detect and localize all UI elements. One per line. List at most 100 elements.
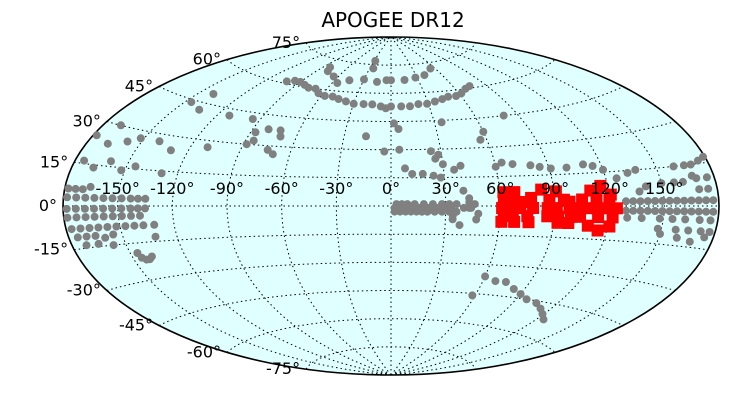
- data-point-circle: [157, 169, 166, 178]
- data-point-circle: [423, 99, 432, 108]
- data-point-circle: [203, 143, 212, 152]
- data-point-circle: [426, 147, 435, 156]
- latitude-tick-label: 45°: [125, 77, 153, 96]
- data-point-circle: [588, 162, 597, 170]
- data-point-circle: [434, 150, 443, 159]
- data-point-circle: [508, 160, 517, 169]
- data-point-circle: [452, 200, 461, 209]
- parallel-gridline: [74, 233, 708, 251]
- data-point-circle: [130, 221, 139, 230]
- data-point-circle: [71, 184, 80, 193]
- data-point-circle: [481, 272, 490, 281]
- data-point-circle: [410, 200, 419, 209]
- longitude-tick-label: 30°: [432, 179, 460, 198]
- data-point-circle: [445, 200, 454, 209]
- data-point-circle: [658, 207, 667, 216]
- data-point-circle: [408, 170, 417, 178]
- data-point-circle: [539, 315, 548, 324]
- data-point-circle: [268, 150, 277, 159]
- data-point-circle: [78, 185, 87, 194]
- data-point-circle: [694, 196, 703, 205]
- data-point-circle: [359, 100, 368, 109]
- data-point-circle: [371, 56, 380, 65]
- data-point-circle: [622, 206, 630, 215]
- data-point-circle: [699, 152, 707, 161]
- data-point-circle: [709, 207, 718, 216]
- data-point-circle: [636, 197, 645, 206]
- longitude-tick-label: 150°: [645, 179, 684, 198]
- longitude-tick-label: 120°: [590, 179, 629, 198]
- data-point-circle: [123, 137, 132, 146]
- data-point-circle: [680, 196, 689, 205]
- data-point-square: [590, 191, 603, 204]
- data-point-circle: [704, 184, 713, 193]
- data-point-circle: [136, 211, 144, 220]
- data-point-circle: [242, 140, 251, 149]
- data-point-circle: [687, 196, 696, 205]
- data-point-circle: [86, 182, 95, 191]
- parallel-gridline: [106, 121, 676, 151]
- data-point-square: [581, 219, 594, 232]
- data-point-circle: [141, 204, 149, 213]
- data-point-circle: [695, 216, 704, 224]
- data-point-circle: [67, 225, 76, 234]
- data-point-circle: [472, 215, 481, 224]
- data-point-circle: [656, 229, 664, 238]
- data-point-circle: [414, 100, 423, 109]
- data-point-square: [541, 210, 554, 223]
- data-point-circle: [631, 165, 640, 174]
- data-point-square: [604, 188, 617, 201]
- data-point-circle: [166, 146, 175, 155]
- data-point-circle: [516, 290, 525, 299]
- data-point-circle: [282, 77, 291, 86]
- data-point-circle: [706, 216, 715, 225]
- parallel-gridline: [305, 42, 477, 66]
- parallel-gridline: [74, 161, 708, 179]
- data-point-circle: [187, 98, 196, 107]
- data-point-circle: [643, 206, 652, 215]
- longitude-tick-label: -30°: [319, 179, 353, 198]
- data-point-square: [551, 216, 564, 229]
- data-point-circle: [381, 104, 390, 113]
- data-point-circle: [126, 204, 135, 213]
- data-point-circle: [694, 207, 703, 216]
- data-point-circle: [635, 187, 644, 196]
- data-point-circle: [562, 163, 571, 172]
- data-point-circle: [76, 224, 85, 233]
- data-point-circle: [636, 206, 645, 215]
- data-point-circle: [94, 239, 103, 248]
- data-point-circle: [687, 171, 696, 180]
- data-point-circle: [320, 91, 329, 100]
- data-point-circle: [195, 105, 204, 114]
- data-point-circle: [147, 252, 156, 261]
- data-point-circle: [532, 299, 541, 308]
- data-point-circle: [126, 194, 135, 203]
- latitude-tick-label: 30°: [73, 112, 101, 131]
- data-point-circle: [672, 207, 681, 216]
- data-point-circle: [373, 77, 381, 86]
- data-point-circle: [491, 162, 500, 171]
- data-point-circle: [655, 214, 664, 223]
- data-point-circle: [448, 215, 457, 224]
- data-point-circle: [400, 76, 409, 84]
- latitude-tick-label: -15°: [34, 240, 68, 259]
- data-point-circle: [99, 212, 108, 221]
- data-point-circle: [397, 200, 406, 209]
- latitude-tick-label: 75°: [272, 33, 300, 52]
- data-point-circle: [116, 121, 125, 130]
- data-point-circle: [314, 89, 323, 98]
- data-point-circle: [276, 132, 285, 141]
- data-point-circle: [89, 163, 98, 172]
- data-point-circle: [341, 97, 350, 106]
- data-point-circle: [362, 132, 370, 141]
- data-point-circle: [131, 162, 140, 171]
- parallel-gridline: [305, 346, 477, 370]
- data-point-circle: [90, 193, 99, 202]
- data-point-circle: [685, 237, 694, 246]
- data-point-circle: [658, 196, 667, 205]
- data-point-circle: [99, 194, 108, 203]
- data-point-circle: [387, 76, 395, 85]
- data-point-circle: [91, 231, 100, 240]
- data-point-circle: [117, 212, 126, 221]
